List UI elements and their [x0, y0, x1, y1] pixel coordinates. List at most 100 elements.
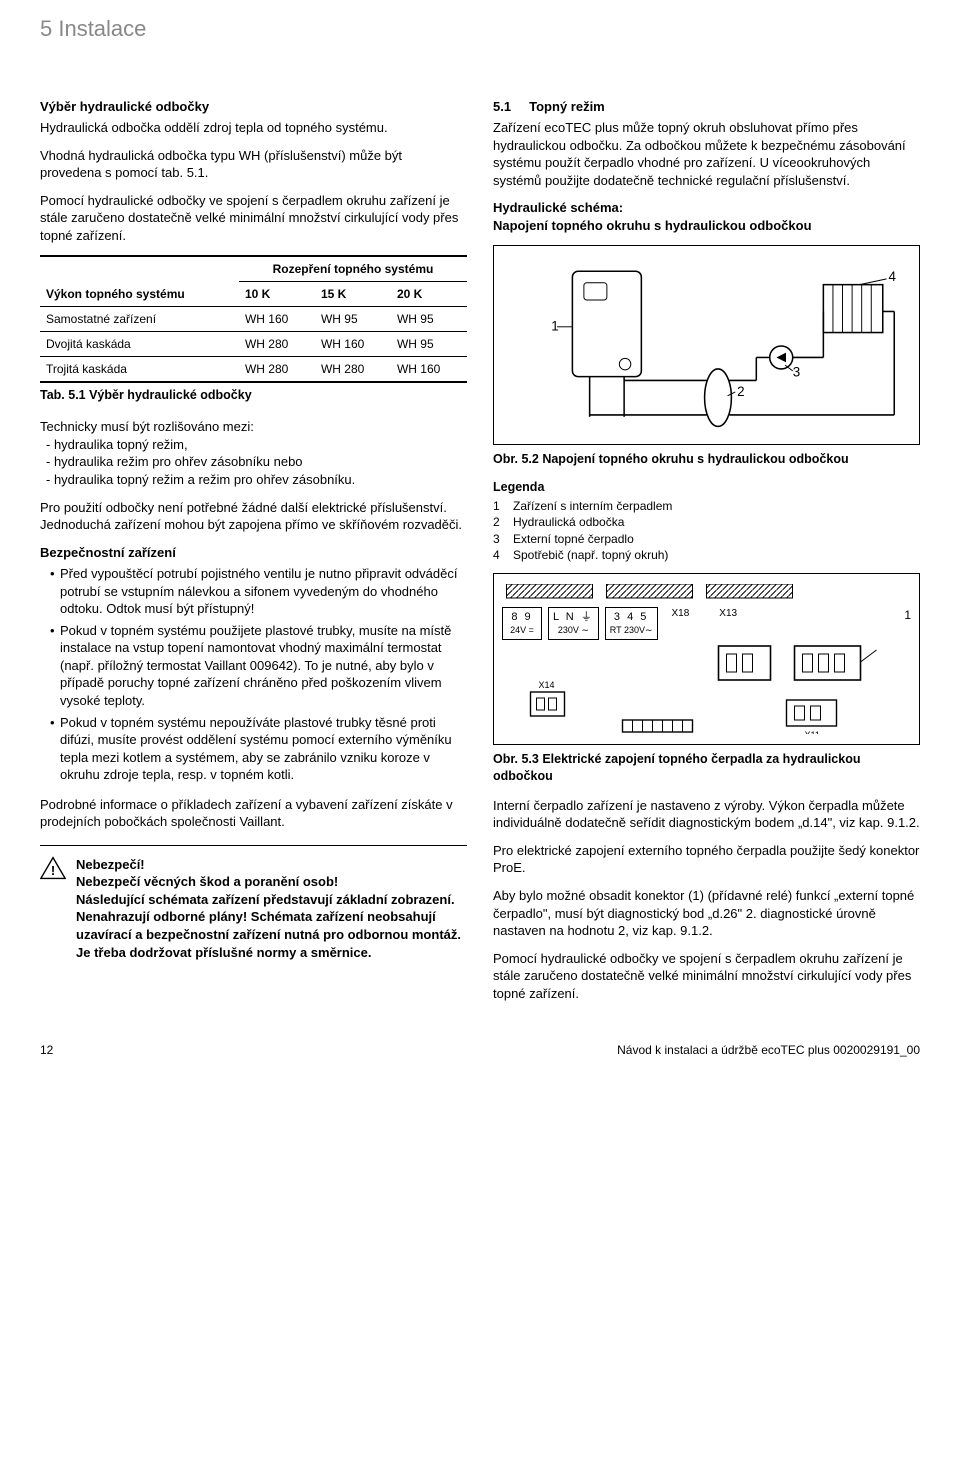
- legend: 1 Zařízení s interním čerpadlem 2 Hydrauli…: [493, 498, 920, 563]
- callout-1: 1: [904, 607, 911, 623]
- heading-51: 5.1 Topný režim: [493, 98, 920, 116]
- connector-x13-label: X13: [719, 607, 737, 621]
- list-item: Pokud v topném systému nepoužíváte plast…: [50, 714, 467, 784]
- paragraph: Hydraulická odbočka oddělí zdroj tepla o…: [40, 119, 467, 137]
- list-item: hydraulika režim pro ohřev zásobníku neb…: [46, 453, 467, 471]
- terminal-label: 230V ∼: [553, 624, 594, 636]
- terminal-block-24v: 8 9 24V =: [502, 607, 542, 640]
- two-column-layout: Výběr hydraulické odbočky Hydraulická od…: [40, 98, 920, 1013]
- span-header: Rozepření topného systému: [239, 256, 467, 282]
- cell: WH 95: [315, 306, 391, 331]
- pins: 3 4 5: [610, 610, 653, 625]
- heading-num: 5.1: [493, 99, 511, 114]
- schema-title1: Hydraulické schéma:: [493, 199, 920, 217]
- table-hydraulic: Výkon topného systému Rozepření topného …: [40, 255, 467, 384]
- list-intro: Technicky musí být rozlišováno mezi:: [40, 418, 467, 436]
- paragraph: Podrobné informace o příkladech zařízení…: [40, 796, 467, 831]
- paragraph: Interní čerpadlo zařízení je nastaveno z…: [493, 797, 920, 832]
- legend-text: Zařízení s interním čerpadlem: [513, 498, 672, 514]
- heading-safety: Bezpečnostní zařízení: [40, 544, 467, 562]
- warning-text: Nebezpečí! Nebezpečí věcných škod a pora…: [76, 856, 467, 961]
- cell: WH 160: [391, 357, 467, 383]
- paragraph: Zařízení ecoTEC plus může topný okruh ob…: [493, 119, 920, 189]
- legend-num: 2: [493, 514, 505, 530]
- warn-line: Nebezpečí!: [76, 856, 467, 874]
- legend-row: 2 Hydraulická odbočka: [493, 514, 920, 530]
- svg-text:!: !: [51, 863, 55, 878]
- paragraph: Pomocí hydraulické odbočky ve spojení s …: [40, 192, 467, 245]
- page-number: 12: [40, 1042, 53, 1058]
- list-item: Pokud v topném systému použijete plastov…: [50, 622, 467, 710]
- dash-list: hydraulika topný režim, hydraulika režim…: [40, 436, 467, 489]
- cell: WH 95: [391, 332, 467, 357]
- warning-icon: !: [40, 856, 66, 961]
- legend-row: 3 Externí topné čerpadlo: [493, 531, 920, 547]
- table-row: Dvojitá kaskáda WH 280 WH 160 WH 95: [40, 332, 467, 357]
- svg-text:X11: X11: [805, 730, 820, 734]
- terminal-block-rt: 3 4 5 RT 230V∼: [605, 607, 658, 640]
- legend-num: 4: [493, 547, 505, 563]
- figure-53: 8 9 24V = L N ⏚ 230V ∼ 3 4 5 RT 230V∼ X1…: [493, 573, 920, 745]
- paragraph: Vhodná hydraulická odbočka typu WH (přís…: [40, 147, 467, 182]
- warn-line: Následující schémata zařízení představuj…: [76, 891, 467, 961]
- fig-label-4: 4: [889, 268, 897, 283]
- pins: 8 9: [507, 610, 537, 625]
- legend-row: 4 Spotřebič (např. topný okruh): [493, 547, 920, 563]
- connector-area: X14 X11 X6: [502, 644, 911, 734]
- cell: WH 280: [315, 357, 391, 383]
- table-row: Samostatné zařízení WH 160 WH 95 WH 95: [40, 306, 467, 331]
- row-label: Dvojitá kaskáda: [40, 332, 239, 357]
- list-item: hydraulika topný režim a režim pro ohřev…: [46, 471, 467, 489]
- row-label: Samostatné zařízení: [40, 306, 239, 331]
- section-header: 5 Instalace: [40, 14, 920, 44]
- page-footer: 12 Návod k instalaci a údržbě ecoTEC plu…: [40, 1042, 920, 1058]
- figure-52: 1 4 3 2: [493, 245, 920, 445]
- warn-line: Nebezpečí věcných škod a poranění osob!: [76, 873, 467, 891]
- svg-text:X14: X14: [539, 680, 555, 690]
- fig-label-2: 2: [737, 383, 744, 398]
- paragraph: Aby bylo možné obsadit konektor (1) (pří…: [493, 887, 920, 940]
- connector-x18-label: X18: [672, 607, 690, 621]
- cell: WH 280: [239, 357, 315, 383]
- list-item: hydraulika topný režim,: [46, 436, 467, 454]
- warning-box: ! Nebezpečí! Nebezpečí věcných škod a po…: [40, 845, 467, 961]
- figure-53-caption: Obr. 5.3 Elektrické zapojení topného čer…: [493, 751, 920, 785]
- cell: WH 95: [391, 306, 467, 331]
- right-column: 5.1 Topný režim Zařízení ecoTEC plus můž…: [493, 98, 920, 1013]
- legend-row: 1 Zařízení s interním čerpadlem: [493, 498, 920, 514]
- legend-text: Externí topné čerpadlo: [513, 531, 634, 547]
- left-column: Výběr hydraulické odbočky Hydraulická od…: [40, 98, 467, 1013]
- paragraph: Pro použití odbočky není potřebné žádné …: [40, 499, 467, 534]
- heading-title: Topný režim: [529, 99, 605, 114]
- cell: WH 160: [315, 332, 391, 357]
- row-label: Trojitá kaskáda: [40, 357, 239, 383]
- figure-52-svg: 1 4 3 2: [502, 254, 911, 436]
- fig-label-3: 3: [793, 364, 800, 379]
- schema-title2: Napojení topného okruhu s hydraulickou o…: [493, 217, 920, 235]
- legend-title: Legenda: [493, 479, 920, 496]
- cell: WH 160: [239, 306, 315, 331]
- doc-id: Návod k instalaci a údržbě ecoTEC plus 0…: [617, 1042, 920, 1058]
- hatch-strip: [502, 584, 911, 602]
- heading-select: Výběr hydraulické odbočky: [40, 98, 467, 116]
- col0-header: Výkon topného systému: [40, 256, 239, 307]
- table-caption: Tab. 5.1 Výběr hydraulické odbočky: [40, 387, 467, 404]
- legend-num: 1: [493, 498, 505, 514]
- terminal-block-230v: L N ⏚ 230V ∼: [548, 607, 599, 640]
- pins: L N ⏚: [553, 610, 594, 625]
- table-row: Trojitá kaskáda WH 280 WH 280 WH 160: [40, 357, 467, 383]
- paragraph: Pro elektrické zapojení externího topnéh…: [493, 842, 920, 877]
- legend-text: Spotřebič (např. topný okruh): [513, 547, 668, 563]
- bullet-list: Před vypouštěcí potrubí pojistného venti…: [40, 565, 467, 784]
- fig-label-1: 1: [551, 318, 558, 333]
- terminal-label: 24V =: [507, 624, 537, 636]
- terminal-label: RT 230V∼: [610, 624, 653, 636]
- col-header: 15 K: [315, 281, 391, 306]
- terminal-row: 8 9 24V = L N ⏚ 230V ∼ 3 4 5 RT 230V∼ X1…: [502, 607, 911, 640]
- legend-text: Hydraulická odbočka: [513, 514, 624, 530]
- figure-52-caption: Obr. 5.2 Napojení topného okruhu s hydra…: [493, 451, 920, 468]
- legend-num: 3: [493, 531, 505, 547]
- cell: WH 280: [239, 332, 315, 357]
- col-header: 10 K: [239, 281, 315, 306]
- list-item: Před vypouštěcí potrubí pojistného venti…: [50, 565, 467, 618]
